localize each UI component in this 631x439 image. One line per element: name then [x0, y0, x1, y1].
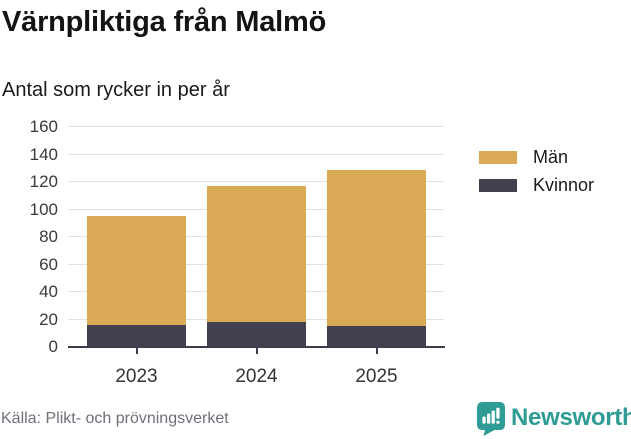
bar-segment-män [87, 216, 186, 325]
x-axis-tick-label: 2025 [355, 366, 398, 387]
bar-2023 [87, 127, 186, 347]
bar-segment-män [327, 169, 426, 327]
x-axis-tick [375, 348, 378, 354]
plot-area [68, 126, 444, 347]
legend-label: Män [533, 147, 569, 167]
bar-segment-kvinnor [327, 326, 426, 347]
y-axis-tick-label: 100 [29, 199, 58, 219]
y-axis-tick-label: 0 [48, 337, 58, 356]
gridline [68, 153, 444, 155]
page-title: Värnpliktiga från Malmö [2, 6, 327, 38]
newsworthy-logo-icon [476, 402, 506, 436]
legend-item-kvinnor: Kvinnor [479, 175, 595, 195]
bar-2024 [207, 127, 306, 347]
legend-label: Kvinnor [533, 175, 595, 195]
y-axis-tick-label: 20 [39, 309, 58, 329]
legend-item-män: Män [479, 147, 594, 167]
chart-subtitle: Antal som rycker in per år [2, 79, 230, 101]
x-axis-tick [135, 348, 138, 354]
bar-segment-kvinnor [87, 325, 186, 347]
y-axis-tick-label: 40 [39, 282, 58, 301]
y-axis-tick-label: 140 [29, 144, 58, 164]
x-axis-tick-label: 2024 [235, 366, 278, 387]
bar-segment-män [207, 186, 306, 323]
y-axis-tick-label: 60 [39, 254, 58, 274]
y-axis-labels: 0 20 40 60 80 100 120 140 160 [0, 117, 58, 356]
newsworthy-logo[interactable]: Newsworthy [476, 402, 631, 436]
x-axis-tick-label: 2023 [115, 366, 158, 387]
newsworthy-logo-text: Newsworthy [511, 404, 631, 431]
y-axis-tick-label: 80 [39, 227, 58, 246]
gridline [68, 181, 444, 182]
bar-segment-kvinnor [207, 322, 306, 347]
y-axis-tick-label: 160 [29, 117, 58, 136]
y-axis-tick-label: 120 [29, 172, 58, 191]
gridline [68, 126, 444, 127]
legend-swatch [479, 179, 517, 192]
legend-swatch [479, 151, 517, 164]
bar-2025 [327, 127, 426, 347]
x-axis-line [68, 346, 445, 348]
x-axis-tick [255, 348, 258, 354]
source-note: Källa: Plikt- och prövningsverket [1, 410, 229, 427]
chart-legend: Män Kvinnor [479, 147, 595, 204]
